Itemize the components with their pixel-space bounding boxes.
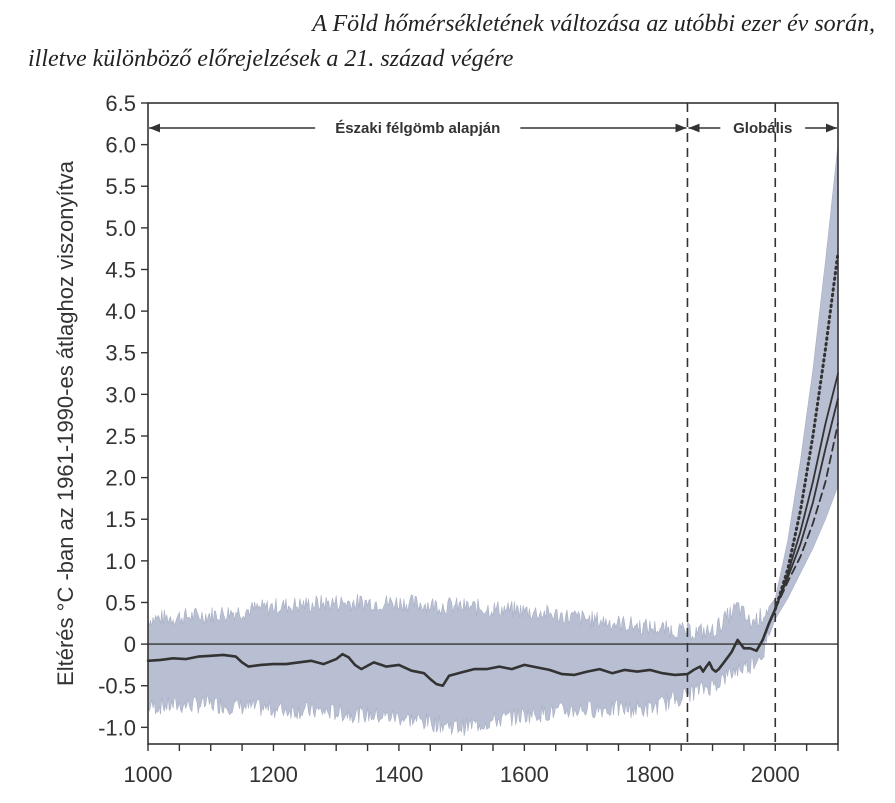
x-tick-label: 1400 [374, 762, 423, 787]
x-tick-label: 1000 [124, 762, 173, 787]
y-tick-label: 0.5 [105, 590, 136, 615]
y-tick-label: 5.0 [105, 216, 136, 241]
x-tick-label: 1800 [625, 762, 674, 787]
y-tick-label: 4.0 [105, 299, 136, 324]
y-tick-label: 6.0 [105, 133, 136, 158]
x-tick-label: 1600 [500, 762, 549, 787]
y-tick-label: 2.0 [105, 466, 136, 491]
y-tick-label: 3.0 [105, 382, 136, 407]
y-tick-label: 5.5 [105, 174, 136, 199]
figure-caption: A Föld hőmérsékletének változása az utób… [0, 0, 895, 80]
caption-line-1: A Föld hőmérsékletének változása az utób… [312, 11, 875, 37]
y-tick-label: 2.5 [105, 424, 136, 449]
y-tick-label: 6.5 [105, 91, 136, 116]
series-line-3 [774, 422, 839, 610]
region-label-1: Globális [733, 120, 792, 137]
y-tick-label: 3.5 [105, 341, 136, 366]
y-tick-label: -0.5 [98, 674, 136, 699]
series-line-4 [773, 251, 840, 611]
series-line-0 [146, 607, 777, 688]
series-line-2 [774, 397, 839, 610]
y-tick-label: 1.5 [105, 507, 136, 532]
caption-line-2: illetve különböző előrejelzések a 21. sz… [28, 46, 514, 72]
y-axis-title: Eltérés °C -ban az 1961-1990-es átlaghoz… [53, 160, 78, 686]
region-label-0: Északi félgömb alapján [335, 120, 500, 137]
y-tick-label: 0 [124, 632, 136, 657]
y-tick-label: 1.0 [105, 549, 136, 574]
y-tick-label: 4.5 [105, 257, 136, 282]
series-line-1 [774, 372, 839, 610]
y-tick-label: -1.0 [98, 715, 136, 740]
x-tick-label: 1200 [249, 762, 298, 787]
x-tick-label: 2000 [751, 762, 800, 787]
